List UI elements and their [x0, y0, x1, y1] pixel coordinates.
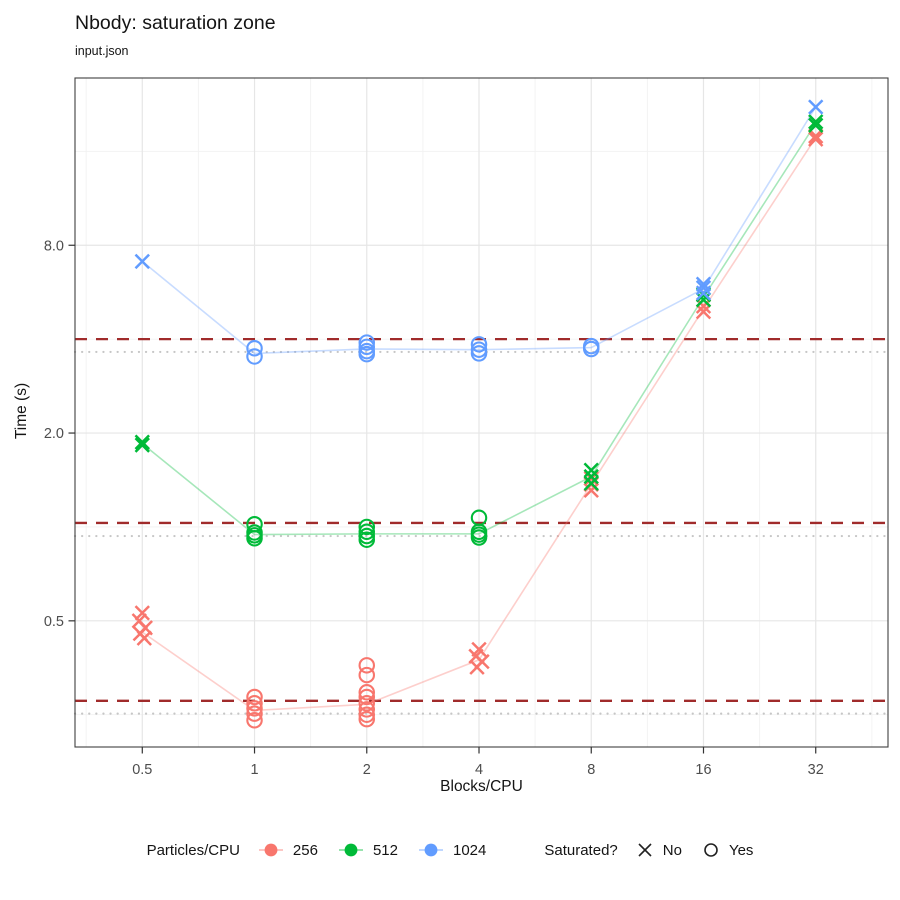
x-tick-label: 32 [808, 762, 824, 778]
point-x-256 [469, 659, 485, 675]
point-circle-1024 [358, 338, 376, 356]
point-x-512 [583, 462, 599, 478]
point-circle-1024 [246, 348, 263, 365]
y-tick-label: 0.5 [44, 614, 64, 630]
point-circle-256 [246, 695, 263, 712]
legend-item-yes: Yes [700, 840, 753, 860]
legend-label-1024: 1024 [452, 841, 487, 859]
point-x-512 [134, 437, 150, 453]
y-tick-label: 2.0 [44, 426, 64, 442]
point-circle-1024 [470, 345, 488, 362]
point-circle-1024 [358, 334, 376, 351]
series-line-512 [141, 123, 817, 536]
plot-panel [75, 78, 888, 747]
legend-item-512: 512 [336, 840, 398, 860]
point-circle-512 [358, 518, 376, 536]
point-circle-1024 [470, 336, 488, 353]
point-x-256 [134, 605, 150, 621]
legend-shape-items: No Yes [634, 840, 753, 860]
legend-label-512: 512 [372, 841, 398, 859]
plot-svg: 0.5 1 2 4 8 16 32 0.5 2.0 8.0 [44, 77, 890, 778]
point-circle-256 [246, 700, 263, 717]
point-circle-512 [246, 529, 263, 547]
legend-circle-icon [704, 843, 718, 857]
x-tick-label: 16 [695, 762, 711, 778]
point-circle-1024 [582, 340, 600, 358]
point-circle-256 [246, 705, 263, 722]
x-tick-label: 1 [250, 762, 258, 778]
point-x-1024 [134, 253, 150, 270]
point-circle-256 [246, 688, 263, 706]
point-circle-512 [358, 523, 376, 541]
x-axis-title: Blocks/CPU [440, 778, 523, 795]
x-tick-label: 4 [475, 762, 483, 778]
chart-title: Nbody: saturation zone [75, 12, 276, 34]
point-circle-256 [358, 688, 376, 706]
legend-dot-256-icon [258, 843, 283, 857]
legend-dot-512-icon [338, 843, 363, 857]
legend-item-no: No [634, 840, 682, 860]
legend-label-yes: Yes [728, 841, 754, 859]
point-x-512 [134, 434, 150, 450]
legend-item-1024: 1024 [416, 840, 486, 860]
point-circle-1024 [246, 340, 263, 357]
legend-title-saturated: Saturated? [544, 841, 618, 859]
point-x-1024 [695, 285, 712, 301]
point-x-256 [695, 303, 712, 320]
point-circle-256 [358, 695, 376, 712]
point-circle-256 [358, 666, 376, 684]
point-circle-256 [358, 710, 376, 728]
point-circle-256 [358, 701, 376, 718]
legend-dot-1024-icon [418, 843, 443, 857]
point-x-512 [583, 468, 599, 485]
legend: Particles/CPU 256 512 1024 Saturated? No Ye… [0, 840, 900, 860]
point-x-512 [808, 114, 824, 130]
chart-subtitle: input.json [75, 44, 129, 58]
legend-title-particles: Particles/CPU [146, 841, 240, 859]
point-x-256 [695, 298, 712, 314]
x-tick-label: 8 [587, 762, 595, 778]
legend-label-no: No [662, 841, 682, 859]
point-circle-1024 [358, 345, 376, 363]
point-x-256 [136, 630, 152, 646]
point-x-256 [808, 128, 824, 144]
point-x-512 [808, 117, 824, 133]
point-x-512 [695, 292, 712, 308]
point-x-1024 [808, 99, 824, 115]
plot-panel-border [74, 77, 889, 748]
point-x-1024 [695, 279, 712, 296]
point-circle-256 [246, 712, 263, 729]
point-circle-512 [358, 531, 376, 548]
legend-label-256: 256 [292, 841, 318, 859]
point-circle-512 [470, 529, 488, 546]
point-x-256 [583, 482, 599, 499]
point-circle-256 [358, 706, 376, 723]
x-tick-label: 0.5 [132, 762, 152, 778]
legend-item-256: 256 [256, 840, 318, 860]
legend-color-items: 256 512 1024 [256, 840, 486, 860]
y-tick-label: 8.0 [44, 238, 64, 254]
x-tick-label: 2 [363, 762, 371, 778]
point-x-256 [808, 131, 824, 147]
point-circle-256 [358, 657, 376, 674]
point-x-512 [583, 475, 599, 491]
point-circle-256 [358, 684, 376, 701]
legend-x-icon [638, 843, 652, 857]
